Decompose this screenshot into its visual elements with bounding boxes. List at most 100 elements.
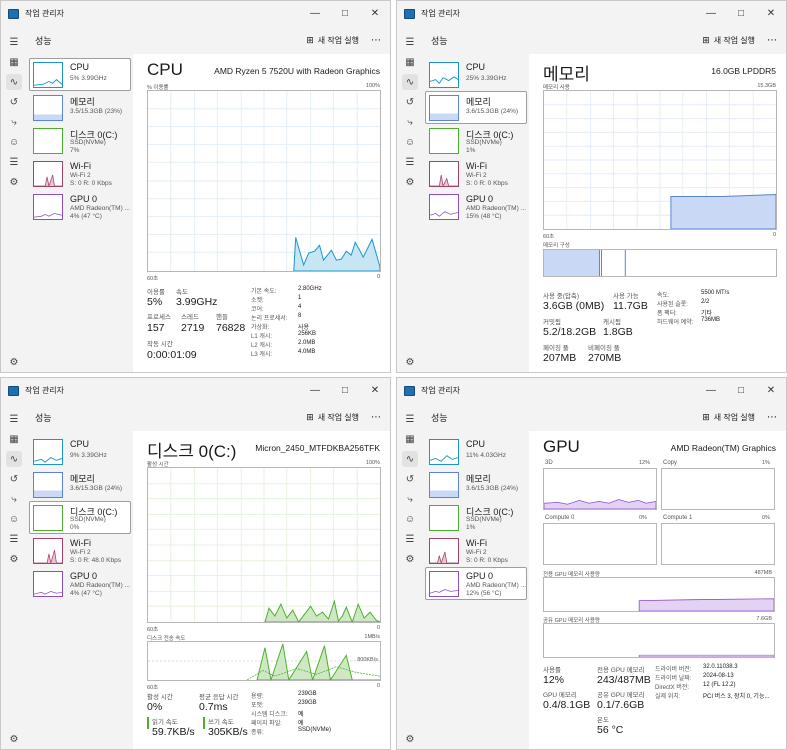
sidebar-item-memory[interactable]: 메모리 3.6/15.3GB (24%) — [425, 468, 527, 501]
sidebar-item-disk[interactable]: 디스크 0(C:) SSD(NVMe) 1% — [425, 501, 527, 534]
minimize-icon[interactable]: — — [706, 8, 716, 19]
settings-icon[interactable]: ⚙ — [9, 733, 19, 745]
close-icon[interactable]: ✕ — [766, 385, 776, 396]
more-options-icon[interactable]: ⋯ — [371, 411, 382, 423]
shared-memory-label: 공유 GPU 메모리 — [597, 692, 645, 699]
engine-copy-label[interactable]: Copy — [663, 460, 678, 466]
more-options-icon[interactable]: ⋯ — [767, 411, 778, 423]
task-manager-window-memory: 작업 관리자 — □ ✕ ☰ ▦ ∿ ↺ ⤷ ☺ ☰ ⚙ ⚙ 성능 ⊞ 새 작업… — [396, 0, 787, 373]
engine-3d-label[interactable]: 3D — [545, 460, 553, 466]
sidebar-item-memory[interactable]: 메모리 3.5/15.3GB (23%) — [29, 91, 131, 124]
details-icon[interactable]: ☰ — [405, 533, 415, 545]
run-new-task-button[interactable]: ⊞ 새 작업 실행 — [306, 412, 359, 423]
services-icon[interactable]: ⚙ — [9, 553, 19, 565]
app-history-icon[interactable]: ↺ — [9, 96, 19, 108]
maximize-icon[interactable]: □ — [341, 385, 349, 396]
sidebar-item-gpu[interactable]: GPU 0 AMD Radeon(TM) ... 4% (47 °C) — [29, 190, 131, 223]
run-new-task-button[interactable]: ⊞ 새 작업 실행 — [702, 35, 755, 46]
startup-apps-icon[interactable]: ⤷ — [407, 116, 413, 128]
sidebar-item-detail: 3.5/15.3GB (23%) — [70, 108, 123, 115]
performance-icon[interactable]: ∿ — [402, 451, 418, 467]
menu-icon[interactable]: ☰ — [405, 36, 415, 48]
more-options-icon[interactable]: ⋯ — [767, 34, 778, 46]
maximize-icon[interactable]: □ — [737, 385, 745, 396]
sidebar-item-wifi[interactable]: Wi-Fi Wi-Fi 2 S: 0 R: 0 Kbps — [425, 157, 527, 190]
sidebar-item-wifi[interactable]: Wi-Fi Wi-Fi 2 S: 0 R: 0 Kbps — [425, 534, 527, 567]
app-history-icon[interactable]: ↺ — [405, 96, 415, 108]
performance-icon[interactable]: ∿ — [6, 74, 22, 90]
close-icon[interactable]: ✕ — [766, 8, 776, 19]
engine-compute1-label[interactable]: Compute 1 — [663, 515, 693, 521]
menu-icon[interactable]: ☰ — [9, 36, 19, 48]
minimize-icon[interactable]: — — [310, 385, 320, 396]
settings-icon[interactable]: ⚙ — [405, 733, 415, 745]
details-icon[interactable]: ☰ — [9, 156, 19, 168]
close-icon[interactable]: ✕ — [370, 385, 380, 396]
sidebar-item-disk[interactable]: 디스크 0(C:) SSD(NVMe) 1% — [425, 124, 527, 157]
sidebar-item-gpu[interactable]: GPU 0 AMD Radeon(TM) ... 15% (48 °C) — [425, 190, 527, 223]
title-bar[interactable]: 작업 관리자 — □ ✕ — [397, 378, 786, 403]
startup-apps-icon[interactable]: ⤷ — [11, 493, 17, 505]
app-history-icon[interactable]: ↺ — [405, 473, 415, 485]
title-bar[interactable]: 작업 관리자 — □ ✕ — [1, 1, 390, 26]
processes-icon[interactable]: ▦ — [405, 433, 415, 445]
run-new-task-button[interactable]: ⊞ 새 작업 실행 — [702, 412, 755, 423]
cached-label: 캐시됨 — [603, 319, 621, 326]
sidebar-item-disk[interactable]: 디스크 0(C:) SSD(NVMe) 7% — [29, 124, 131, 157]
sidebar-item-detail: SSD(NVMe) — [466, 139, 502, 146]
services-icon[interactable]: ⚙ — [405, 553, 415, 565]
graph-max-label: 15.3GB — [757, 83, 776, 89]
sidebar-item-gpu[interactable]: GPU 0 AMD Radeon(TM) ... 4% (47 °C) — [29, 567, 131, 600]
sidebar-item-memory[interactable]: 메모리 3.6/15.3GB (24%) — [29, 468, 131, 501]
sidebar-item-cpu[interactable]: CPU 25% 3.39GHz — [425, 58, 527, 91]
performance-icon[interactable]: ∿ — [6, 451, 22, 467]
sidebar-item-wifi[interactable]: Wi-Fi Wi-Fi 2 S: 0 R: 48.0 Kbps — [29, 534, 131, 567]
users-icon[interactable]: ☺ — [404, 513, 416, 525]
sidebar-item-disk[interactable]: 디스크 0(C:) SSD(NVMe) 0% — [29, 501, 131, 534]
utilization-value: 5% — [147, 296, 163, 308]
utilization-label: 이용률 — [147, 289, 165, 296]
more-options-icon[interactable]: ⋯ — [371, 34, 382, 46]
maximize-icon[interactable]: □ — [737, 8, 745, 19]
close-icon[interactable]: ✕ — [370, 8, 380, 19]
settings-icon[interactable]: ⚙ — [9, 356, 19, 368]
sidebar-item-cpu[interactable]: CPU 11% 4.03GHz — [425, 435, 527, 468]
sidebar-item-cpu[interactable]: CPU 9% 3.39GHz — [29, 435, 131, 468]
users-icon[interactable]: ☺ — [8, 513, 20, 525]
title-bar[interactable]: 작업 관리자 — □ ✕ — [397, 1, 786, 26]
app-history-icon[interactable]: ↺ — [9, 473, 19, 485]
settings-icon[interactable]: ⚙ — [405, 356, 415, 368]
task-manager-app-icon — [404, 8, 415, 19]
engine-compute0-label[interactable]: Compute 0 — [545, 515, 575, 521]
services-icon[interactable]: ⚙ — [405, 176, 415, 188]
uptime-value: 0:00:01:09 — [147, 349, 197, 361]
details-icon[interactable]: ☰ — [9, 533, 19, 545]
performance-icon[interactable]: ∿ — [402, 74, 418, 90]
sidebar-item-label: 디스크 0(C:) — [70, 507, 118, 517]
sidebar-item-gpu[interactable]: GPU 0 AMD Radeon(TM) ... 12% (56 °C) — [425, 567, 527, 600]
processes-icon[interactable]: ▦ — [9, 56, 19, 68]
sidebar-item-label: 메모리 — [70, 474, 95, 484]
run-new-task-button[interactable]: ⊞ 새 작업 실행 — [306, 35, 359, 46]
handles-label: 핸들 — [216, 314, 228, 321]
processes-label: 프로세스 — [147, 314, 171, 321]
processes-icon[interactable]: ▦ — [405, 56, 415, 68]
minimize-icon[interactable]: — — [706, 385, 716, 396]
maximize-icon[interactable]: □ — [341, 8, 349, 19]
users-icon[interactable]: ☺ — [404, 136, 416, 148]
gpu-thumbnail — [429, 571, 459, 597]
startup-apps-icon[interactable]: ⤷ — [11, 116, 17, 128]
title-bar[interactable]: 작업 관리자 — □ ✕ — [1, 378, 390, 403]
sidebar-item-memory[interactable]: 메모리 3.6/15.3GB (24%) — [425, 91, 527, 124]
minimize-icon[interactable]: — — [310, 8, 320, 19]
menu-icon[interactable]: ☰ — [405, 413, 415, 425]
services-icon[interactable]: ⚙ — [9, 176, 19, 188]
startup-apps-icon[interactable]: ⤷ — [407, 493, 413, 505]
details-icon[interactable]: ☰ — [405, 156, 415, 168]
engine-copy-graph — [661, 468, 775, 510]
menu-icon[interactable]: ☰ — [9, 413, 19, 425]
processes-icon[interactable]: ▦ — [9, 433, 19, 445]
sidebar-item-cpu[interactable]: CPU 5% 3.99GHz — [29, 58, 131, 91]
sidebar-item-wifi[interactable]: Wi-Fi Wi-Fi 2 S: 0 R: 0 Kbps — [29, 157, 131, 190]
users-icon[interactable]: ☺ — [8, 136, 20, 148]
